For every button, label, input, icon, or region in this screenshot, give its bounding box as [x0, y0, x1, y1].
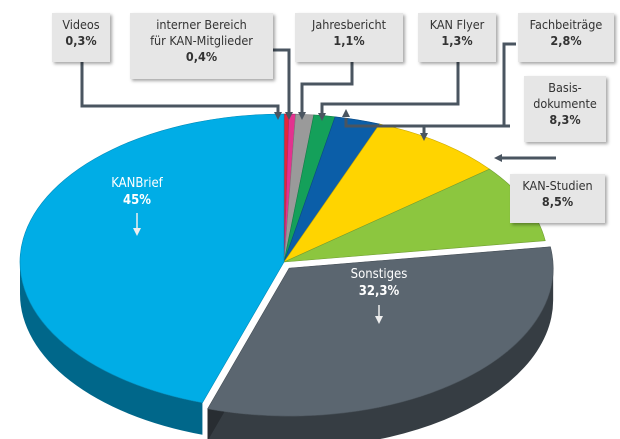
arrow-icon — [285, 112, 293, 120]
slice-kanbrief — [19, 113, 285, 404]
label-text: Jahresbericht — [312, 17, 386, 32]
label-value: 32,3% — [358, 284, 400, 299]
arrow-icon — [318, 113, 326, 121]
arrow-icon — [375, 316, 383, 324]
arrow-icon — [298, 112, 306, 120]
leader-basis — [422, 124, 510, 133]
leader-flyer — [320, 62, 460, 114]
leader-videos — [80, 62, 280, 112]
label-intern: interner Bereich für KAN-Mitglieder 0,4% — [130, 13, 273, 79]
slice-side-sonstiges — [207, 268, 554, 439]
label-text: Fachbeiträge — [529, 17, 603, 32]
label-kanbrief: KANBrief 45% — [92, 175, 182, 209]
label-text: Basis- — [548, 80, 582, 95]
label-text: KAN Flyer — [429, 17, 485, 32]
label-value: 0,4% — [185, 49, 218, 64]
label-fachbeitraege: Fachbeiträge 2,8% — [518, 13, 614, 62]
label-videos: Videos 0,3% — [52, 13, 110, 62]
label-text: KAN-Studien — [522, 178, 593, 193]
label-basisdokumente: Basis-dokumente 8,3% — [524, 76, 606, 142]
label-text: Sonstiges — [350, 267, 408, 282]
slice-sonstiges — [207, 246, 554, 417]
label-value: 45% — [123, 193, 151, 208]
arrow-icon — [133, 228, 141, 236]
label-text: dokumente — [533, 96, 597, 111]
label-text: Videos — [62, 17, 100, 32]
label-value: 8,5% — [541, 194, 574, 209]
arrow-icon — [420, 133, 428, 141]
label-sonstiges: Sonstiges 32,3% — [329, 266, 429, 300]
label-kan-studien: KAN-Studien 8,5% — [510, 174, 605, 223]
arrow-icon — [274, 112, 282, 120]
leader-jahres — [300, 62, 354, 112]
label-text: interner Bereich — [156, 17, 247, 32]
label-jahresbericht: Jahresbericht 1,1% — [295, 13, 403, 62]
arrow-icon — [494, 154, 502, 162]
label-value: 1,1% — [333, 33, 365, 48]
arrow-icon — [342, 109, 350, 117]
label-value: 8,3% — [549, 112, 581, 127]
label-value: 0,3% — [65, 33, 97, 48]
slice-side-kanbrief — [20, 262, 203, 435]
arrowheads — [133, 109, 502, 324]
label-text: für KAN-Mitglieder — [150, 33, 253, 48]
label-kan-flyer: KAN Flyer 1,3% — [418, 13, 496, 62]
label-value: 2,8% — [550, 33, 582, 48]
label-text: KANBrief — [111, 176, 163, 191]
label-value: 1,3% — [441, 33, 473, 48]
